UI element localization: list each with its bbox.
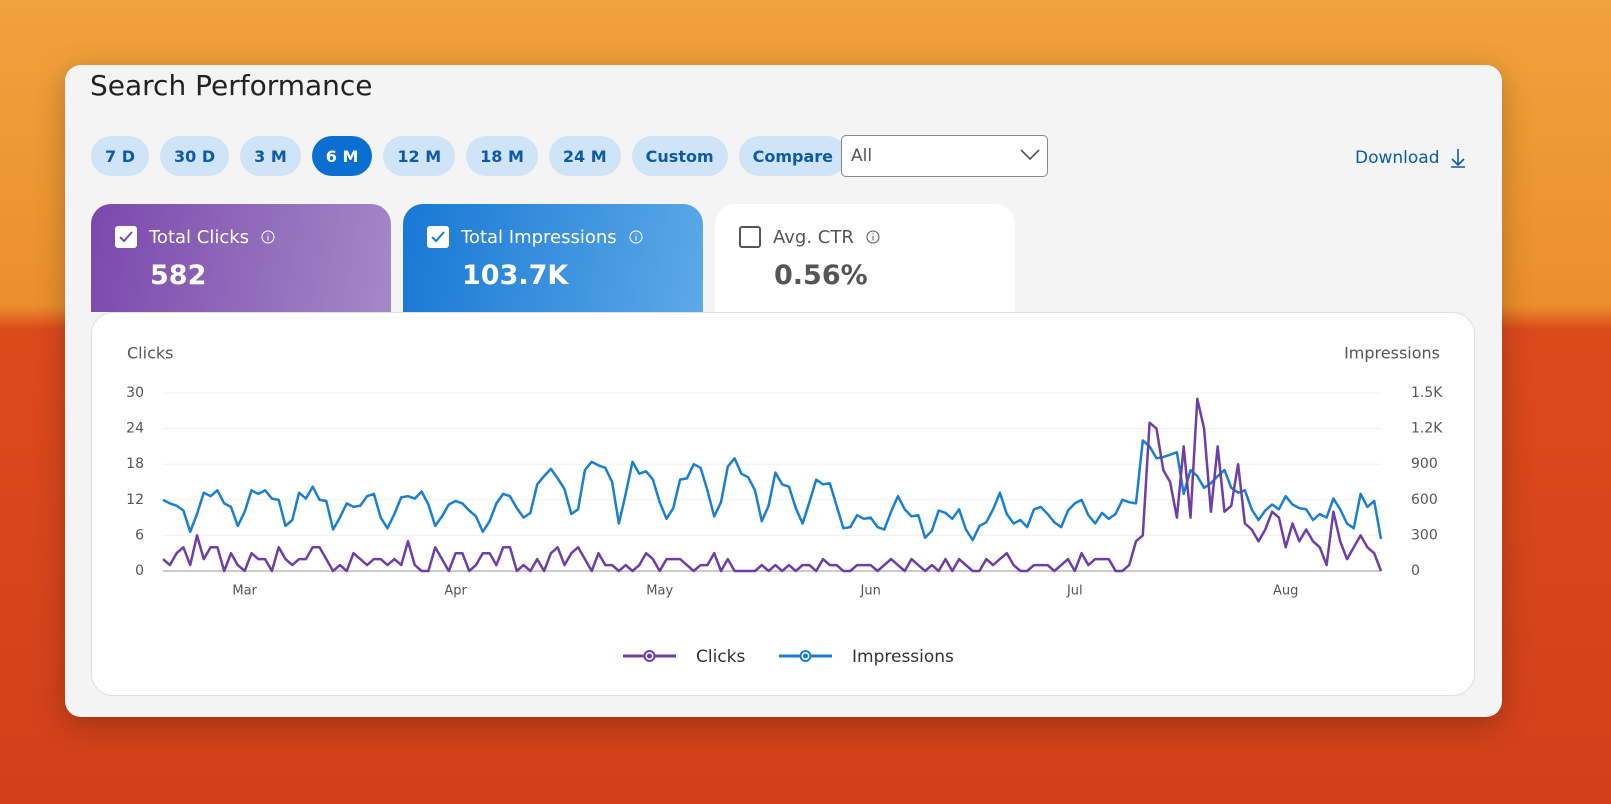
y2-tick-label: 900 xyxy=(1411,456,1438,472)
range-button[interactable]: 30 D xyxy=(159,136,230,176)
metric-card[interactable]: Avg. CTR 0.56% xyxy=(715,204,1015,312)
metric-label: Avg. CTR xyxy=(773,226,854,248)
x-tick-label: Mar xyxy=(232,584,257,599)
info-icon xyxy=(866,230,880,244)
range-button[interactable]: 24 M xyxy=(548,136,621,176)
y-tick-label: 18 xyxy=(126,456,144,472)
range-button[interactable]: Compare xyxy=(738,136,848,176)
metric-header: Total Impressions xyxy=(427,226,703,248)
legend-dot xyxy=(803,653,808,659)
dropdown[interactable]: All xyxy=(841,135,1048,177)
x-tick-label: Jul xyxy=(1066,584,1083,599)
y-tick-label: 0 xyxy=(135,563,144,579)
x-tick-label: May xyxy=(646,584,673,599)
metric-value: 0.56% xyxy=(774,260,868,291)
chevron xyxy=(1020,149,1040,161)
dropdown-value: All xyxy=(851,146,873,166)
y-tick-label: 30 xyxy=(126,385,144,401)
metric-header: Total Clicks xyxy=(115,226,391,248)
range-button[interactable]: 12 M xyxy=(383,136,456,176)
legend-dot xyxy=(647,653,652,659)
metric-label: Total Clicks xyxy=(149,226,250,248)
range-button[interactable]: 18 M xyxy=(466,136,538,176)
metric-card[interactable]: Total Clicks 582 xyxy=(91,204,391,312)
series-line xyxy=(162,397,1383,573)
info-icon xyxy=(261,230,275,244)
metric-header: Avg. CTR xyxy=(739,226,1015,248)
y2-tick-label: 1.5K xyxy=(1411,385,1443,401)
check xyxy=(431,231,445,243)
range-button[interactable]: 3 M xyxy=(240,136,301,176)
info-icon xyxy=(629,230,643,244)
y2-tick-label: 0 xyxy=(1411,563,1420,579)
download[interactable]: Download xyxy=(1355,148,1466,168)
legend-label: Impressions xyxy=(852,647,954,667)
y2-tick-label: 600 xyxy=(1411,492,1438,508)
chart-panel: Clicks Impressions 0 6 12 18 24 30 0 300 600 900 1.2… xyxy=(91,312,1475,696)
range-button[interactable]: 6 M xyxy=(311,136,373,176)
x-tick-label: Apr xyxy=(444,584,467,599)
y-tick-label: 6 xyxy=(135,527,144,543)
x-tick-label: Aug xyxy=(1273,584,1298,599)
download-label: Download xyxy=(1355,148,1440,168)
y2-tick-label: 1.2K xyxy=(1411,421,1443,437)
y-axis-title: Clicks xyxy=(127,344,173,363)
checkbox[interactable] xyxy=(427,226,449,248)
checkbox[interactable] xyxy=(115,226,137,248)
checkbox[interactable] xyxy=(739,226,761,248)
metric-value: 103.7K xyxy=(462,260,569,291)
y2-tick-label: 300 xyxy=(1411,527,1438,543)
metric-value: 582 xyxy=(150,260,207,291)
title: Search Performance xyxy=(90,69,373,102)
range-button[interactable]: Custom xyxy=(631,136,728,176)
y-tick-label: 12 xyxy=(126,492,144,508)
y-tick-label: 24 xyxy=(126,421,144,437)
range-button[interactable]: 7 D xyxy=(91,136,149,176)
y2-axis-title: Impressions xyxy=(1344,344,1440,363)
check xyxy=(119,231,133,243)
metric-card[interactable]: Total Impressions 103.7K xyxy=(403,204,703,312)
x-tick-label: Jun xyxy=(860,584,881,599)
download-icon xyxy=(1450,149,1465,168)
series-line xyxy=(162,439,1383,542)
chart: Clicks Impressions061218243003006009001.2… xyxy=(126,344,1443,668)
legend-label: Clicks xyxy=(696,647,746,667)
metric-label: Total Impressions xyxy=(461,226,617,248)
